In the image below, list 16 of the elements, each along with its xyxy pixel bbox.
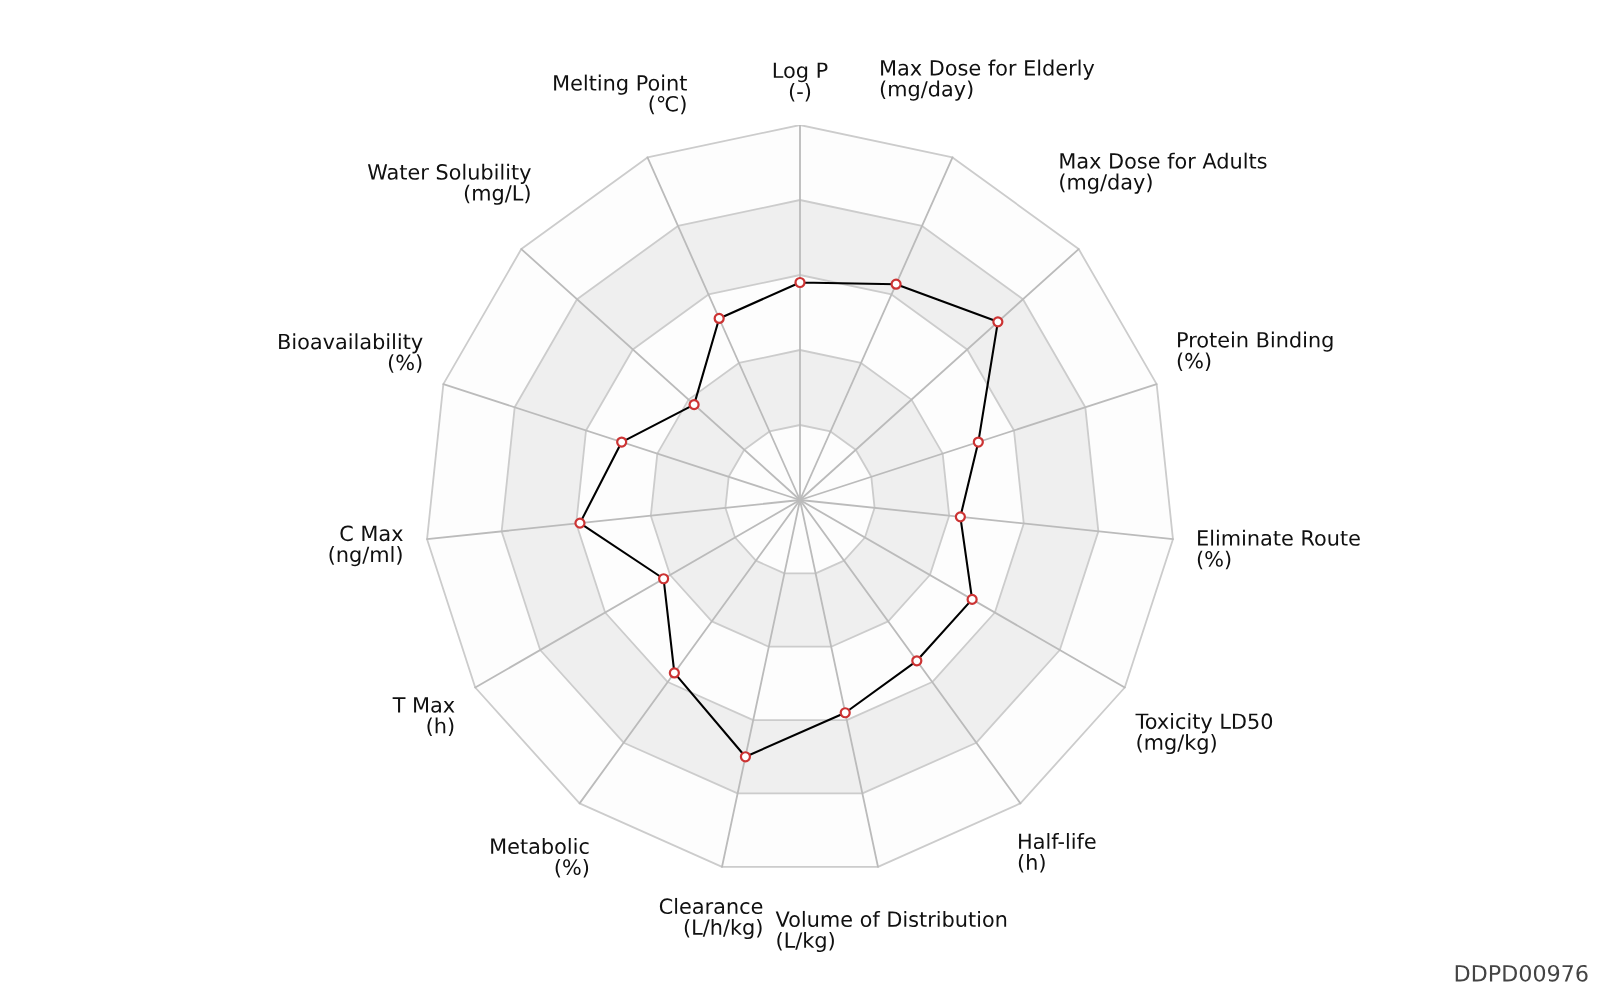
spoke-label: Log P (-) [773, 62, 828, 102]
spoke-label: Eliminate Route (%) [1197, 529, 1360, 570]
spoke-label: Max Dose for Adults (mg/day) [1060, 152, 1267, 194]
spoke-label: Protein Binding (%) [1177, 331, 1333, 372]
spoke-label: Melting Point (℃) [554, 74, 687, 115]
spoke-label: Volume of Distribution (L/kg) [775, 910, 1007, 953]
text: DDPD00976 [1455, 964, 1588, 982]
spoke-label: Water Solubility (mg/L) [367, 163, 531, 205]
spoke-label: Max Dose for Elderly (mg/day) [880, 59, 1095, 101]
spoke-label: Clearance (L/h/kg) [659, 897, 763, 940]
spoke-label: Bioavailability (%) [279, 333, 423, 373]
spoke-label: T Max (h) [392, 697, 455, 737]
spoke-label: Toxicity LD50 (mg/kg) [1135, 713, 1273, 755]
spoke-label: Metabolic (%) [491, 837, 589, 878]
spoke-label: Half-life (h) [1018, 832, 1096, 873]
spoke-label: C Max (ng/ml) [329, 525, 403, 567]
